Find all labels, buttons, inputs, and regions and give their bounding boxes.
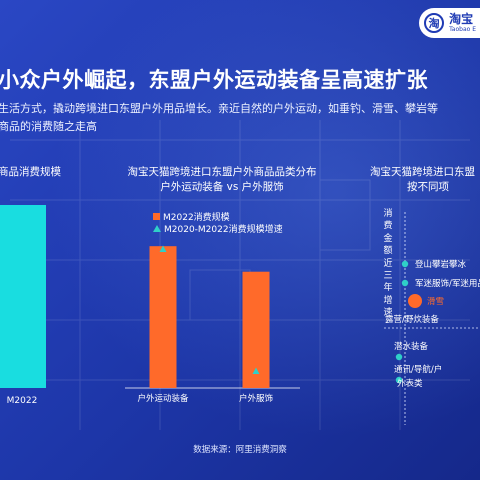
chart3-point — [395, 376, 403, 384]
chart2-growth-marker — [159, 245, 167, 253]
chart3-point-label: 登山攀岩攀冰 — [415, 259, 467, 270]
chart3-point-label: 潜水装备 — [394, 341, 429, 352]
chart1-title: 商品消费规模 — [0, 166, 61, 178]
chart1-x-tick-label: M2022 — [7, 396, 38, 406]
chart1-bar — [0, 205, 46, 388]
chart2-growth-marker — [252, 367, 260, 374]
chart2-x-tick-label: 户外运动装备 — [137, 393, 189, 404]
chart3-point-label: 通讯/导航/户 — [394, 364, 442, 375]
chart3-title-line-2: 按不同项 — [407, 181, 449, 193]
legend-label: M2022消费规模 — [163, 213, 230, 223]
chart3-point — [401, 260, 409, 268]
legend-swatch-triangle — [153, 225, 161, 232]
logo-name-en: Taobao E — [449, 26, 476, 33]
taobao-logo: 淘 淘宝 Taobao E — [419, 8, 480, 38]
chart3-point — [395, 353, 403, 361]
chart2-bar — [149, 246, 177, 388]
chart3-point-label: 军迷服饰/军迷用品 — [415, 278, 480, 289]
data-source: 数据来源：阿里消费洞察 — [193, 445, 287, 455]
chart3-point-label: 露营/野炊装备 — [385, 314, 439, 325]
taobao-logo-icon: 淘 — [424, 13, 445, 33]
subtitle-line-2: 商品的消费随之走高 — [0, 120, 97, 133]
legend-swatch-square — [153, 213, 160, 220]
chart3-point-skiing — [408, 294, 422, 308]
page-title: 小众户外崛起，东盟户外运动装备呈高速扩张 — [0, 68, 428, 92]
chart2-x-tick-label: 户外服饰 — [239, 393, 274, 404]
legend-label: M2020-M2022消费规模增速 — [164, 225, 283, 235]
chart3-title-line-1: 淘宝天猫跨境进口东盟 — [370, 166, 475, 178]
chart2-title-line-2: 户外运动装备 vs 户外服饰 — [160, 181, 284, 193]
chart3-ylabel: 消费金额近三年增速 — [383, 209, 393, 319]
subtitle-line-1: 生活方式，撬动跨境进口东盟户外用品增长。亲近自然的户外运动，如垂钓、滑雪、攀岩等 — [0, 102, 438, 115]
chart3-point-label-cont: 外表类 — [397, 378, 423, 389]
chart2-title-line-1: 淘宝天猫跨境进口东盟户外商品品类分布 — [127, 166, 317, 178]
chart3-point-label: 滑雪 — [427, 296, 444, 307]
legend-item-series-1: M2022消费规模 — [153, 210, 230, 223]
logo-name: 淘宝 — [449, 12, 474, 26]
legend-item-series-2: M2020-M2022消费规模增速 — [153, 222, 283, 235]
chart3-point — [401, 279, 409, 287]
